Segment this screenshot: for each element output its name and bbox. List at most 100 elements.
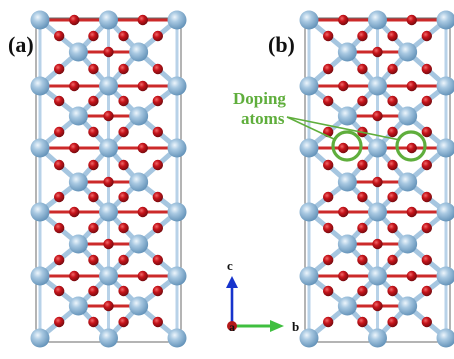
oxygen-atom (88, 223, 98, 233)
oxygen-atom (323, 317, 333, 327)
oxygen-atom (54, 317, 64, 327)
metal-atom (129, 297, 148, 316)
metal-atom (300, 329, 319, 348)
a-axis-label: a (229, 320, 235, 334)
oxygen-atom (422, 286, 432, 296)
oxygen-atom (422, 96, 432, 106)
oxygen-atom (153, 286, 163, 296)
oxygen-atom (387, 31, 397, 41)
oxygen-atom (153, 96, 163, 106)
oxygen-atom (103, 239, 113, 249)
oxygen-atom (88, 31, 98, 41)
oxygen-atom (387, 317, 397, 327)
oxygen-atom (153, 223, 163, 233)
metal-atom (31, 329, 50, 348)
metal-atom (368, 267, 387, 286)
oxygen-atom (118, 286, 128, 296)
metal-atom (99, 139, 118, 158)
oxygen-atom (138, 207, 148, 217)
metal-atom (300, 11, 319, 30)
oxygen-atom (54, 223, 64, 233)
metal-atom (168, 11, 187, 30)
metal-atom (69, 43, 88, 62)
oxygen-atom (407, 15, 417, 25)
metal-atom (168, 267, 187, 286)
metal-atom (99, 203, 118, 222)
oxygen-atom (138, 81, 148, 91)
oxygen-atom (88, 64, 98, 74)
oxygen-atom (357, 286, 367, 296)
metal-atom (168, 203, 187, 222)
panel-b-structure (300, 11, 454, 348)
metal-atom (129, 107, 148, 126)
oxygen-atom (153, 255, 163, 265)
oxygen-atom (407, 81, 417, 91)
metal-atom (368, 11, 387, 30)
oxygen-atom (88, 317, 98, 327)
oxygen-atom (357, 64, 367, 74)
oxygen-atom (118, 192, 128, 202)
c-axis-label: c (227, 258, 233, 273)
metal-atom (300, 139, 319, 158)
oxygen-atom (54, 31, 64, 41)
annotation-line2: atoms (241, 109, 285, 128)
oxygen-atom (69, 207, 79, 217)
oxygen-atom (422, 127, 432, 137)
metal-atom (338, 235, 357, 254)
metal-atom (31, 11, 50, 30)
c-axis-arrowhead (226, 276, 238, 288)
oxygen-atom (338, 143, 348, 153)
oxygen-atom (88, 255, 98, 265)
oxygen-atom (357, 31, 367, 41)
oxygen-atom (323, 31, 333, 41)
metal-atom (168, 77, 187, 96)
oxygen-atom (407, 207, 417, 217)
oxygen-atom (387, 192, 397, 202)
oxygen-atom (54, 160, 64, 170)
oxygen-atom (54, 96, 64, 106)
metal-atom (69, 297, 88, 316)
oxygen-atom (69, 271, 79, 281)
oxygen-atom (372, 47, 382, 57)
oxygen-atom (422, 192, 432, 202)
oxygen-atom (387, 223, 397, 233)
oxygen-atom (88, 160, 98, 170)
metal-atom (69, 107, 88, 126)
metal-atom (99, 267, 118, 286)
metal-atom (338, 43, 357, 62)
b-axis-label: b (292, 319, 299, 334)
oxygen-atom (69, 81, 79, 91)
oxygen-atom (88, 286, 98, 296)
oxygen-atom (372, 111, 382, 121)
oxygen-atom (372, 301, 382, 311)
oxygen-atom (153, 192, 163, 202)
metal-atom (338, 173, 357, 192)
axes-triad: c a b (226, 258, 299, 334)
oxygen-atom (118, 160, 128, 170)
oxygen-atom (153, 127, 163, 137)
oxygen-atom (54, 286, 64, 296)
oxygen-atom (54, 127, 64, 137)
oxygen-atom (323, 64, 333, 74)
oxygen-atom (118, 96, 128, 106)
metal-atom (398, 107, 417, 126)
metal-atom (69, 173, 88, 192)
oxygen-atom (153, 160, 163, 170)
oxygen-atom (118, 127, 128, 137)
oxygen-atom (422, 160, 432, 170)
oxygen-atom (357, 192, 367, 202)
metal-atom (300, 77, 319, 96)
oxygen-atom (422, 255, 432, 265)
oxygen-atom (138, 15, 148, 25)
metal-atom (338, 107, 357, 126)
metal-atom (31, 203, 50, 222)
oxygen-atom (323, 160, 333, 170)
oxygen-atom (103, 111, 113, 121)
oxygen-atom (153, 317, 163, 327)
oxygen-atom (387, 286, 397, 296)
metal-atom (168, 139, 187, 158)
metal-atom (31, 139, 50, 158)
oxygen-atom (54, 64, 64, 74)
